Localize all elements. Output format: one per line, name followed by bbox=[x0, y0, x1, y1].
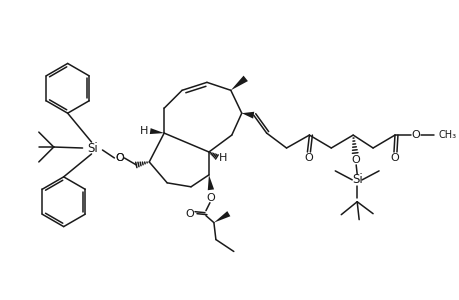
Polygon shape bbox=[207, 175, 213, 190]
Polygon shape bbox=[230, 76, 247, 90]
Text: H: H bbox=[218, 153, 227, 163]
Text: O: O bbox=[351, 155, 360, 165]
Text: Si: Si bbox=[87, 142, 98, 154]
Polygon shape bbox=[213, 211, 230, 223]
Text: O: O bbox=[185, 209, 194, 219]
Text: Si: Si bbox=[351, 173, 362, 186]
Polygon shape bbox=[241, 112, 254, 118]
Text: O: O bbox=[206, 193, 215, 203]
Text: O: O bbox=[411, 130, 420, 140]
Text: O: O bbox=[303, 153, 312, 163]
Text: H: H bbox=[140, 126, 148, 136]
Text: O: O bbox=[390, 153, 398, 163]
Polygon shape bbox=[150, 128, 164, 134]
Text: O: O bbox=[115, 153, 123, 163]
Text: O: O bbox=[115, 153, 123, 163]
Text: CH₃: CH₃ bbox=[438, 130, 456, 140]
